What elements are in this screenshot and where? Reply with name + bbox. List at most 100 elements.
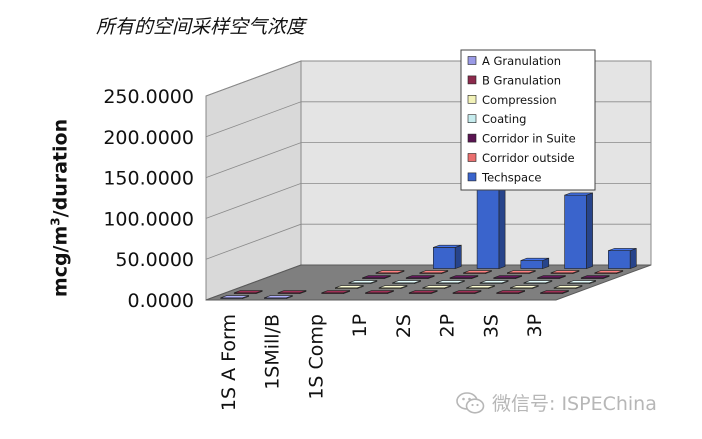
bar-top	[392, 280, 421, 284]
bar-front	[607, 250, 631, 269]
bar-top	[537, 275, 566, 279]
bar-top	[277, 290, 307, 294]
bar	[419, 270, 449, 275]
bar-top	[436, 280, 465, 284]
y-tick-label: 0.0000	[128, 290, 194, 312]
bar-top	[510, 285, 539, 289]
legend-swatch	[467, 172, 477, 182]
bar-top	[375, 270, 405, 274]
bar-top	[581, 275, 610, 279]
bar-top	[378, 285, 408, 289]
bar-top	[335, 285, 364, 289]
y-tick-label: 200.0000	[103, 127, 194, 149]
x-tick-label: 1SMill/B	[262, 314, 284, 390]
legend: A Granulation B Granulation Compression Coa…	[460, 49, 596, 191]
y-axis-ticks: 0.0000 50.0000 100.0000 150.0000 200.0000 250…	[103, 86, 194, 312]
bar-front	[432, 247, 456, 269]
bar-top	[449, 275, 479, 279]
bar	[321, 290, 351, 295]
bar-top	[463, 270, 492, 274]
bar-top	[594, 270, 623, 274]
bar	[436, 280, 465, 285]
bar-top	[406, 275, 435, 279]
bar	[520, 257, 550, 270]
legend-box	[460, 49, 596, 191]
bar	[506, 270, 536, 275]
legend-swatch	[467, 133, 477, 143]
bar-top	[365, 290, 394, 294]
bar-front	[520, 260, 544, 269]
bar-top	[466, 285, 495, 289]
bar	[264, 295, 293, 300]
bar	[553, 285, 583, 290]
bar	[220, 295, 249, 300]
bar	[594, 270, 624, 275]
bar-top	[433, 244, 462, 248]
bar	[375, 270, 405, 275]
bar	[452, 290, 482, 295]
legend-swatch	[467, 114, 477, 123]
legend-item: Corridor outside	[482, 151, 575, 165]
x-tick-label: 1P	[349, 314, 371, 338]
bar-top	[567, 280, 596, 284]
y-tick-label: 150.0000	[103, 168, 194, 190]
bar-top	[321, 290, 350, 294]
bar	[493, 275, 523, 280]
x-tick-label: 3S	[480, 314, 502, 338]
bar-side	[586, 192, 593, 270]
bar	[408, 290, 438, 295]
legend-item: Corridor in Suite	[482, 132, 576, 146]
y-tick-label: 100.0000	[103, 208, 194, 230]
bar	[607, 247, 637, 270]
bar-top	[564, 192, 593, 196]
bar-top	[422, 285, 451, 289]
bar	[540, 290, 569, 295]
bar-side	[629, 247, 637, 270]
legend-item: B Granulation	[482, 73, 561, 87]
bar	[463, 270, 492, 275]
bar	[432, 244, 462, 270]
legend-item: A Granulation	[482, 54, 561, 68]
bar	[496, 290, 526, 295]
bar-front	[564, 194, 587, 269]
gridline	[205, 223, 651, 260]
watermark-text: 微信号: ISPEChina	[492, 393, 657, 415]
x-tick-label: 1S Comp	[305, 314, 327, 400]
bar	[348, 280, 378, 285]
x-tick-label: 3P	[524, 314, 546, 338]
bar	[523, 280, 553, 285]
y-axis-label: mcg/m3/duration	[48, 118, 72, 298]
bar-top	[348, 280, 378, 284]
x-tick-label: 2P	[437, 314, 459, 338]
bar-top	[493, 275, 522, 279]
bar	[466, 285, 495, 290]
bar	[334, 285, 364, 290]
bar-top	[540, 290, 569, 294]
bar-top	[419, 270, 448, 274]
bar-top	[553, 285, 583, 289]
bar	[537, 275, 566, 280]
bar-top	[608, 248, 637, 251]
chart-title: 所有的空间采样空气浓度	[96, 16, 306, 38]
legend-item: Techspace	[481, 170, 542, 184]
wechat-icon	[456, 391, 485, 414]
bar	[550, 270, 580, 275]
bar	[564, 192, 593, 270]
floor-plane	[205, 264, 652, 301]
y-tick-label: 250.0000	[103, 86, 194, 108]
chart-floor	[205, 264, 652, 301]
bar	[422, 285, 452, 290]
bar	[362, 275, 391, 280]
bar	[392, 280, 421, 285]
bar-top	[507, 270, 536, 274]
x-tick-label: 1S A Form	[218, 314, 240, 411]
bar-side	[454, 244, 462, 270]
bar-top	[550, 270, 580, 274]
x-tick-label: 2S	[393, 314, 415, 338]
bar	[365, 290, 394, 295]
legend-swatch	[467, 95, 477, 104]
bar-top	[523, 280, 553, 284]
x-axis-ticks: 1S A Form 1SMill/B 1S Comp 1P 2S 2P 3S 3P	[218, 314, 546, 411]
left-wall	[205, 60, 302, 301]
